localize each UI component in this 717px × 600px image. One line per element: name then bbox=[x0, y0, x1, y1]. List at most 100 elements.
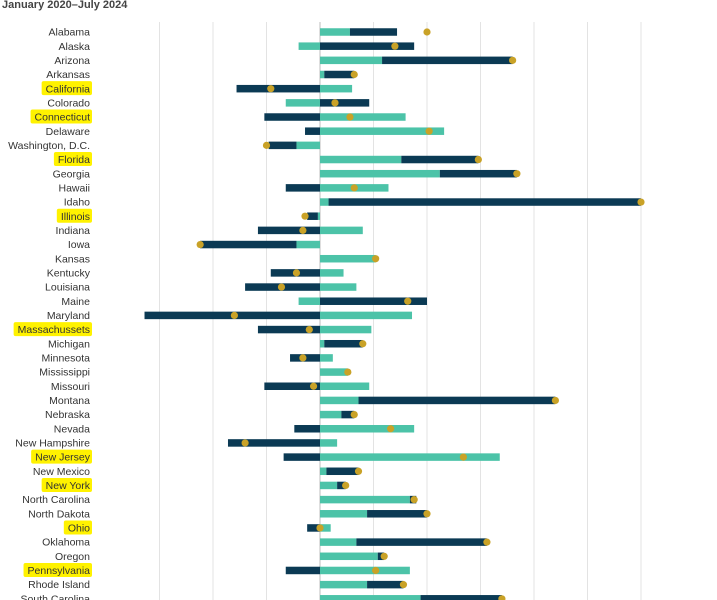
state-label: Nebraska bbox=[45, 409, 90, 421]
bar-first-segment bbox=[320, 283, 357, 291]
state-label: Indiana bbox=[56, 225, 91, 237]
state-label: California bbox=[46, 83, 91, 95]
total-dot bbox=[267, 85, 275, 93]
bar-first-segment bbox=[298, 42, 320, 50]
bar-first-segment bbox=[320, 453, 500, 461]
state-row: Montana bbox=[49, 395, 560, 407]
total-dot bbox=[551, 396, 560, 405]
total-dot bbox=[423, 28, 431, 36]
bar-first-segment bbox=[320, 524, 331, 532]
chart-subtitle: January 2020–July 2024 bbox=[2, 0, 128, 11]
bar-second-segment bbox=[341, 410, 355, 419]
bar-first-segment bbox=[320, 311, 413, 320]
state-row: Idaho bbox=[64, 197, 645, 209]
total-dot bbox=[277, 283, 286, 291]
bar-first-segment bbox=[320, 396, 359, 405]
state-label: North Carolina bbox=[22, 494, 90, 506]
bar-first-segment bbox=[320, 28, 350, 36]
total-dot bbox=[410, 496, 418, 504]
bar-second-segment bbox=[326, 467, 359, 476]
state-label: Pennsylvania bbox=[28, 565, 91, 577]
bar-second-segment bbox=[356, 538, 487, 546]
total-dot bbox=[344, 368, 352, 376]
bar-second-segment bbox=[257, 325, 320, 334]
state-row: Maryland bbox=[47, 310, 413, 322]
total-dot bbox=[331, 99, 339, 107]
bar-second-segment bbox=[285, 566, 320, 575]
state-row: New York bbox=[41, 477, 350, 492]
total-dot bbox=[354, 467, 363, 475]
total-dot bbox=[262, 141, 271, 149]
state-row: Massachussets bbox=[13, 322, 372, 336]
total-dot bbox=[399, 581, 408, 589]
state-row: Florida bbox=[53, 152, 482, 167]
bar-first-segment bbox=[320, 495, 410, 504]
state-label: Michigan bbox=[48, 338, 90, 350]
bar-second-segment bbox=[320, 99, 370, 107]
state-label: Nevada bbox=[54, 423, 90, 435]
bar-first-segment bbox=[320, 198, 329, 206]
state-label: Colorado bbox=[47, 97, 90, 109]
bar-first-segment bbox=[320, 269, 344, 277]
bar-second-segment bbox=[200, 240, 297, 249]
label-highlight bbox=[41, 81, 92, 96]
state-row: Ohio bbox=[63, 520, 331, 535]
state-row: Mississippi bbox=[39, 367, 352, 379]
bar-first-segment bbox=[296, 240, 320, 249]
state-label: Illinois bbox=[61, 211, 90, 223]
state-label: Georgia bbox=[53, 168, 91, 180]
state-label: Montana bbox=[49, 395, 90, 407]
label-highlight bbox=[23, 562, 92, 577]
bar-first-segment bbox=[320, 552, 378, 561]
bar-second-segment bbox=[264, 113, 320, 121]
total-dot bbox=[425, 127, 433, 135]
bar-first-segment bbox=[320, 56, 383, 65]
state-row: Louisiana bbox=[45, 282, 357, 294]
state-row: Michigan bbox=[48, 338, 367, 350]
total-dot bbox=[372, 255, 380, 263]
rows-layer: Alabama Alaska Arizona Arkansas California Co… bbox=[8, 27, 645, 600]
bar-second-segment bbox=[367, 510, 427, 518]
state-label: Minnesota bbox=[42, 353, 91, 365]
total-dot bbox=[387, 425, 395, 433]
state-label: New York bbox=[46, 480, 91, 492]
total-dot bbox=[508, 56, 517, 64]
bar-first-segment bbox=[320, 339, 325, 348]
bar-second-segment bbox=[420, 595, 502, 600]
state-label: Alabama bbox=[49, 27, 91, 39]
bar-second-segment bbox=[307, 524, 320, 532]
label-highlight bbox=[53, 152, 92, 167]
bar-first-segment bbox=[320, 70, 325, 79]
bar-first-segment bbox=[320, 425, 415, 433]
state-row: California bbox=[41, 81, 353, 96]
bar-first-segment bbox=[320, 113, 406, 121]
total-dot bbox=[305, 325, 313, 334]
state-row: New Mexico bbox=[33, 466, 363, 478]
state-label: Ohio bbox=[68, 523, 90, 535]
state-row: Nebraska bbox=[45, 409, 358, 421]
state-label: New Hampshire bbox=[15, 438, 90, 450]
bar-first-segment bbox=[320, 538, 357, 546]
bar-second-segment bbox=[328, 198, 641, 206]
state-row: Oregon bbox=[55, 551, 388, 563]
state-row: Alaska bbox=[58, 41, 415, 53]
total-dot bbox=[316, 524, 324, 532]
total-dot bbox=[196, 240, 204, 249]
state-row: Georgia bbox=[53, 168, 521, 180]
bar-second-segment bbox=[283, 453, 320, 461]
state-row: Rhode Island bbox=[28, 579, 408, 591]
bar-second-segment bbox=[227, 439, 320, 447]
state-label: Maine bbox=[61, 296, 90, 308]
bar-first-segment bbox=[320, 510, 368, 518]
state-row: Washington, D.C. bbox=[8, 140, 320, 152]
state-label: Missouri bbox=[51, 381, 90, 393]
bar-first-segment bbox=[320, 410, 342, 419]
state-row: Pennsylvania bbox=[23, 562, 410, 577]
label-highlight bbox=[63, 520, 92, 535]
bar-first-segment bbox=[320, 325, 372, 334]
state-label: North Dakota bbox=[28, 508, 90, 520]
total-dot bbox=[241, 439, 249, 447]
bar-first-segment bbox=[320, 169, 440, 178]
state-row: Nevada bbox=[54, 423, 415, 435]
